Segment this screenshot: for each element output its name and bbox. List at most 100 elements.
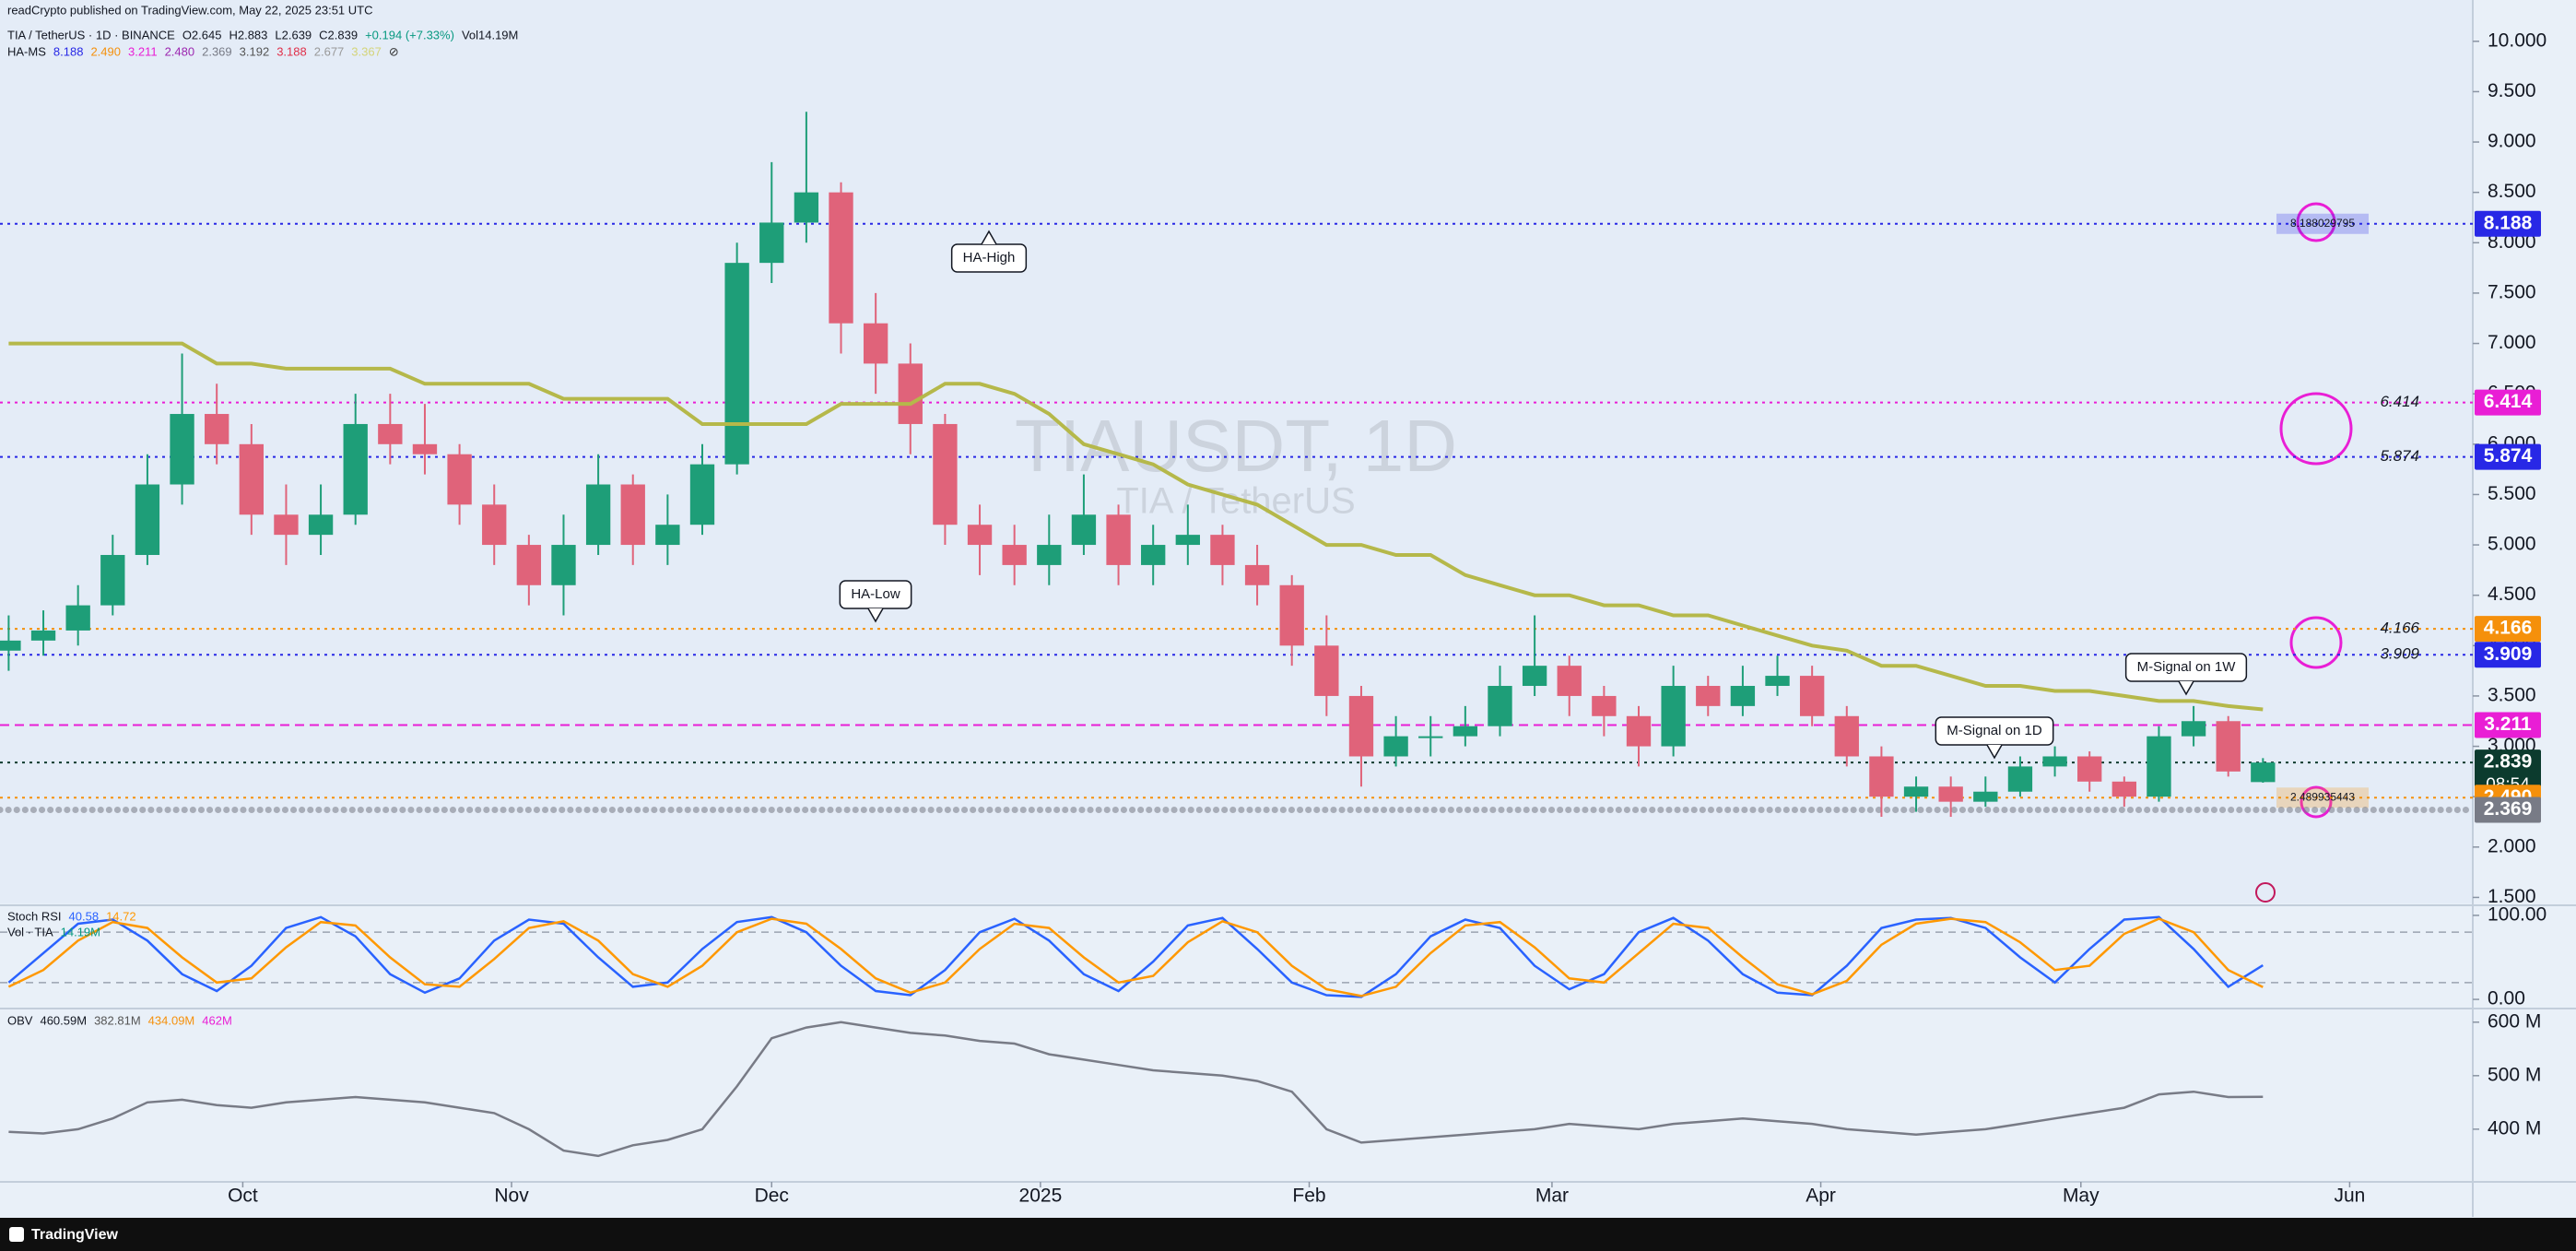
price-tag-label: 3.211 [2484,714,2532,735]
candle-body [1141,545,1166,565]
candle-body [794,192,819,223]
watermark-symbol: TIAUSDT, 1D [1015,405,1457,487]
pane-title: Stoch RSI [7,909,62,923]
pane-reading: 434.09M [148,1013,195,1027]
series-line [7,917,2264,997]
brand: TradingView [31,1227,119,1243]
candle-body [1383,736,1408,757]
x-tick-label: Feb [1292,1186,1325,1207]
legend-item: TIA / TetherUS · 1D · BINANCE [7,28,175,41]
candle-body [239,443,264,515]
candle-body [1903,786,1929,797]
candle-body [1071,514,1097,546]
candle-body [1765,676,1790,687]
candle-body [1348,695,1374,757]
candle-body [170,414,194,485]
candle-body [1106,514,1131,565]
price-tag-label: 5.874 [2484,445,2533,466]
callout-pointer [1986,744,2003,760]
candle-body [1037,545,1062,565]
highlight-circle [2296,202,2336,242]
level-detail: 2.489935443 [2290,790,2355,803]
indicator-reading: 3.188 [276,44,307,58]
pane-reading: 14.19M [61,925,100,938]
y-tick-label: 500 M [2488,1064,2541,1085]
legend-item: C2.839 [319,28,358,41]
brand-logo [9,1227,24,1242]
callout-text: M-Signal on 1D [1947,723,2042,738]
x-tick-label: 2025 [1019,1186,1063,1207]
candle-body [412,443,438,454]
candle-body [2042,756,2067,767]
candle-body [1696,686,1721,706]
candle-body [655,525,680,546]
candle-body [1799,676,1825,716]
callout-pointer [2178,680,2194,696]
candle-body [378,423,403,444]
candle-body [205,414,229,444]
candle-body [1453,726,1478,737]
legend-item: O2.645 [182,28,222,41]
candle-body [724,263,749,465]
candle-body [898,363,923,424]
candle-body [933,423,958,525]
indicator-reading: 3.211 [128,44,158,58]
callout-text: HA-Low [851,586,900,602]
pane-reading: 460.59M [40,1013,87,1027]
price-tag-label: 2.839 [2484,751,2533,773]
y-tick-label: 7.500 [2488,281,2536,302]
price-tag [2475,616,2541,643]
y-tick-label: 3.500 [2488,684,2536,705]
pane-reading: 14.72 [106,909,136,923]
candle-body [1869,756,1894,797]
price-tag [2475,797,2541,823]
price-tag-label: 8.188 [2484,212,2533,233]
candle-body [2111,781,2136,797]
indicator-reading: ⊘ [389,44,399,58]
legend-item: Vol14.19M [462,28,518,41]
legend-item: +0.194 (+7.33%) [365,28,454,41]
candle-body [2251,762,2276,783]
indicator-reading: 2.480 [165,44,195,58]
publisher: readCrypto published on TradingView.com,… [7,3,373,17]
candle-body [1730,686,1756,706]
y-tick-label: 2.000 [2488,835,2536,856]
x-tick-label: Apr [1806,1186,1836,1207]
callout-text: HA-High [963,250,1016,266]
candle-body [829,192,853,324]
candle-body [2077,756,2102,782]
candle-body [30,630,56,641]
price-tag [2475,642,2541,668]
candle-body [2007,766,2033,792]
y-tick-label: 9.000 [2488,131,2536,152]
level-detail: 8.188029795 [2290,217,2355,230]
candle-body [1973,791,1998,802]
price-pane [0,0,2473,903]
callout-pointer [867,608,884,623]
x-tick-label: Mar [1535,1186,1569,1207]
level-detail-box [2276,787,2369,808]
candle-body [0,640,21,651]
candle-body [1002,545,1027,565]
candle-body [759,222,784,264]
pane-reading: 40.58 [69,909,100,923]
alert-icon[interactable] [2255,882,2276,903]
candle-body [1279,584,1304,646]
y-tick-label: 8.500 [2488,181,2536,202]
level-side-label: 5.874 [2380,447,2419,465]
candle-body [967,525,993,546]
legend-item: L2.639 [275,28,312,41]
y-tick-label: 600 M [2488,1010,2541,1032]
indicator-reading: 2.677 [314,44,345,58]
y-tick-label: 7.000 [2488,332,2536,353]
highlight-circle [2279,392,2353,466]
legend-item: H2.883 [229,28,267,41]
candle-body [2181,721,2206,737]
x-tick-label: Dec [755,1186,789,1207]
candle-body [863,323,888,364]
x-tick-label: May [2063,1186,2100,1207]
callout-pointer [981,230,997,245]
price-tag [2475,712,2541,738]
candle-body [343,423,368,515]
